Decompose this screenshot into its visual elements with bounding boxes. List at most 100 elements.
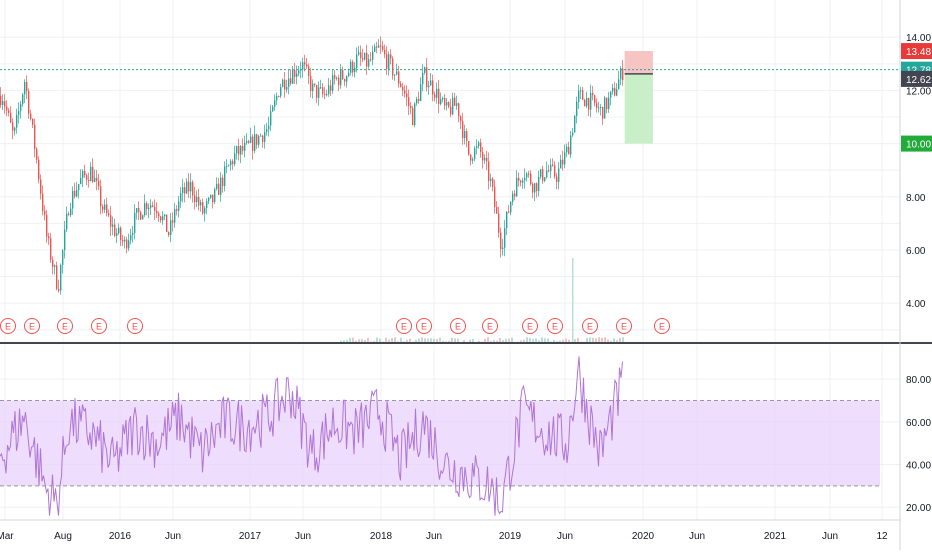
candle-body (396, 71, 398, 75)
candle-body (520, 180, 522, 183)
candle-body (522, 180, 524, 183)
candle-body (548, 170, 550, 172)
candle-body (54, 265, 56, 267)
candle-body (294, 70, 296, 77)
short-position-tool[interactable] (624, 51, 653, 144)
rsi-axis[interactable]: 20.00 40.00 60.00 80.00 (906, 375, 931, 514)
rsi-tick-label: 20.00 (906, 503, 931, 514)
candle-body (140, 211, 142, 220)
candle-body (136, 208, 138, 213)
candle-body (466, 131, 468, 142)
candle-body (394, 74, 396, 76)
candle-body (554, 165, 556, 177)
candle-body (388, 54, 390, 69)
candle-body (332, 75, 334, 91)
earnings-marker-circle (522, 318, 538, 334)
candle-body (204, 208, 206, 214)
earnings-marker-circle (547, 318, 563, 334)
volume-bar (343, 340, 345, 343)
earnings-marker-label: E (96, 322, 102, 332)
candle-body (208, 197, 210, 202)
volume-bar (559, 340, 561, 343)
candle-body (282, 79, 284, 87)
volume-bar (355, 340, 357, 343)
volume-bar (547, 338, 549, 343)
candle-body (576, 101, 578, 116)
candle-body (552, 164, 554, 166)
candle-body (354, 67, 356, 73)
volume-bar (577, 337, 579, 343)
time-tick-label: Jun (426, 531, 442, 542)
candle-body (310, 76, 312, 92)
candle-body (582, 90, 584, 100)
candle-body (274, 100, 276, 107)
volume-bar (595, 338, 597, 343)
candle-body (298, 70, 300, 74)
volume-bar (379, 338, 381, 343)
earnings-marker-label: E (587, 322, 593, 332)
candle-body (458, 103, 460, 117)
candle-body (400, 83, 402, 87)
time-tick-label: Mar (0, 531, 14, 542)
volume-bar (613, 338, 615, 343)
candle-body (430, 80, 432, 86)
volume-bar (367, 337, 369, 343)
candle-body (40, 179, 42, 194)
candle-body (608, 97, 610, 110)
candle-body (402, 86, 404, 91)
candle-body (178, 201, 180, 211)
candle-body (10, 112, 12, 123)
candle-body (490, 178, 492, 181)
candle-body (56, 265, 58, 289)
candle-body (252, 136, 254, 151)
candle-body (574, 115, 576, 133)
volume-bar (451, 337, 453, 343)
candle-body (174, 209, 176, 223)
candle-body (352, 61, 354, 73)
candle-body (72, 190, 74, 209)
candle-body (448, 102, 450, 107)
candle-body (214, 188, 216, 203)
candle-body (362, 57, 364, 60)
volume-bar (538, 340, 540, 343)
volume-bar (394, 337, 396, 343)
time-axis[interactable]: Mar Aug 2016 Jun 2017 Jun 2018 Jun 2019 Jun 2020 Ju… (0, 531, 888, 542)
volume-bar (409, 338, 411, 343)
volume-bar (487, 337, 489, 343)
volume-bar (388, 339, 390, 343)
candle-body (78, 184, 80, 191)
time-tick-label: Jun (822, 531, 838, 542)
candle-body (284, 79, 286, 90)
candle-body (456, 103, 458, 106)
candle-body (444, 98, 446, 106)
time-tick-label: 2021 (764, 531, 787, 542)
candle-body (176, 209, 178, 211)
earnings-marker-circle (0, 318, 16, 334)
volume-bar (364, 340, 366, 343)
earnings-marker-label: E (659, 322, 665, 332)
volume-bar (499, 337, 501, 343)
candle-body (346, 76, 348, 82)
candle-body (578, 90, 580, 102)
candle-body (612, 87, 614, 92)
candle-body (464, 131, 466, 139)
volume-bar (358, 339, 360, 343)
candle-body (76, 190, 78, 197)
volume-bar (436, 339, 438, 343)
candle-body (412, 108, 414, 126)
candle-body (182, 187, 184, 194)
candle-body (120, 227, 122, 240)
stop-loss-zone (624, 51, 653, 74)
candle-body (426, 67, 428, 88)
candle-body (16, 114, 18, 128)
candle-body (262, 135, 264, 142)
candle-body (64, 229, 66, 251)
candle-body (188, 181, 190, 192)
candle-body (126, 239, 128, 249)
volume-bar (493, 339, 495, 343)
volume-bar (373, 340, 375, 343)
candle-body (438, 88, 440, 104)
